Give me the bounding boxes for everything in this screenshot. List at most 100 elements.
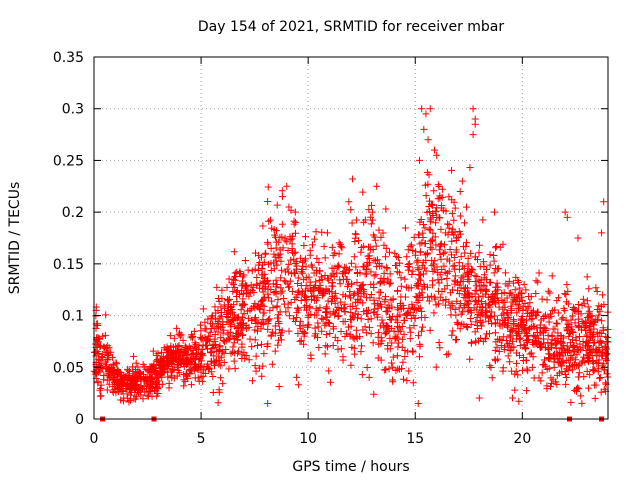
data-point [110,361,118,369]
data-point [258,265,266,273]
data-point [360,218,368,226]
data-point [345,198,353,206]
data-point [420,125,428,133]
data-point [508,325,516,333]
data-point [515,330,523,338]
data-point [312,330,320,338]
data-point [259,222,267,230]
data-point [384,275,392,283]
data-point [318,314,326,322]
data-point [366,294,374,302]
data-point [451,272,459,280]
data-point [317,273,325,281]
data-point [471,298,479,306]
data-point [173,324,181,332]
data-point [492,283,500,291]
data-point [598,229,606,237]
data-point [101,331,109,339]
data-point [274,296,282,304]
data-point [490,208,498,216]
data-point [294,288,302,296]
data-point [406,335,414,343]
data-point [382,293,390,301]
data-point [372,242,380,250]
data-point [284,247,292,255]
data-point [159,366,167,374]
data-point [577,310,585,318]
data-point [180,382,188,390]
data-point [273,201,281,209]
data-point [331,311,339,319]
data-point [528,309,536,317]
data-point [493,279,501,287]
data-point [366,243,374,251]
data-point [584,342,592,350]
data-point [297,254,305,262]
data-point [440,262,448,270]
data-point [407,284,415,292]
data-point [564,367,572,375]
data-point [339,291,347,299]
data-point [299,288,307,296]
data-point [506,339,514,347]
plot-frame [93,56,609,420]
data-point [578,399,586,407]
data-point [360,242,368,250]
data-point [487,363,495,371]
data-point [219,380,227,388]
data-point [518,296,526,304]
data-point [132,376,140,384]
data-point [205,365,213,373]
data-point [393,334,401,342]
data-point [553,297,561,305]
data-point [104,355,112,363]
data-point [253,280,261,288]
data-point [237,306,245,314]
data-point [231,276,239,284]
data-point [424,136,432,144]
data-point [552,319,560,327]
data-point [96,342,104,350]
data-point [456,299,464,307]
data-point [446,246,454,254]
data-point [506,358,514,366]
data-point [357,292,365,300]
data-point [353,269,361,277]
data-point [210,344,218,352]
data-point [382,205,390,213]
data-point [492,244,500,252]
data-point [375,294,383,302]
data-point [554,329,562,337]
data-point [444,350,452,358]
data-point [418,289,426,297]
data-point [448,196,456,204]
data-point [318,327,326,335]
data-point [328,282,336,290]
data-point [481,313,489,321]
data-point [216,314,224,322]
data-point [383,265,391,273]
data-point [409,267,417,275]
data-point [238,277,246,285]
data-point [197,368,205,376]
data-point [543,382,551,390]
data-point [384,308,392,316]
data-point [152,385,160,393]
data-point [379,277,387,285]
data-point [554,309,562,317]
data-point [154,349,162,357]
data-point [532,277,540,285]
data-point [233,298,241,306]
data-point [475,293,483,301]
data-point [126,396,134,404]
data-point [216,357,224,365]
data-point [312,269,320,277]
data-point [328,294,336,302]
data-point [354,314,362,322]
data-point [265,217,273,225]
data-point [448,302,456,310]
data-point [336,240,344,248]
data-point [354,310,362,318]
data-point [550,363,558,371]
data-point [547,379,555,387]
